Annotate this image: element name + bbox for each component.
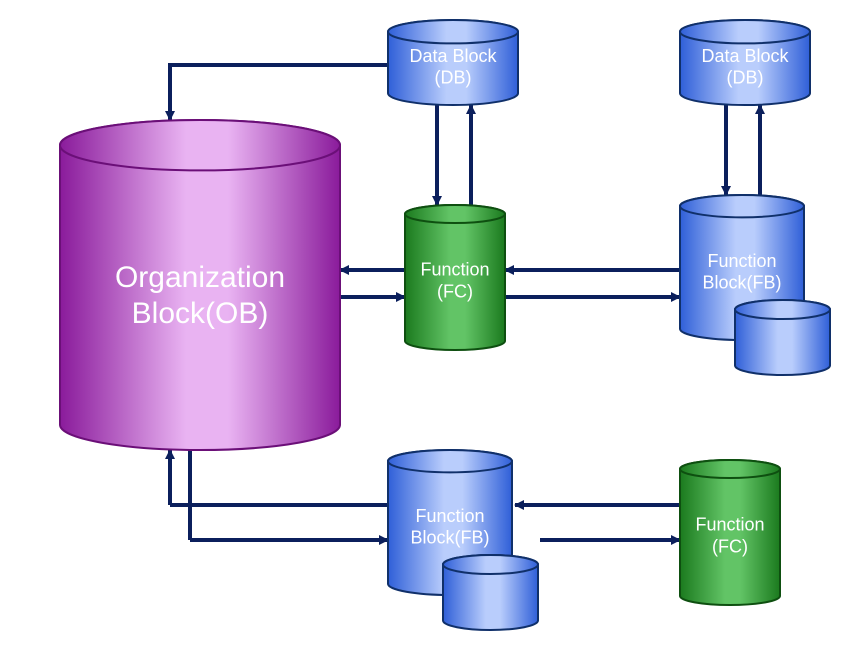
node-label: Function bbox=[707, 251, 776, 271]
node-db2: Data Block(DB) bbox=[680, 20, 810, 105]
node-fb2: FunctionBlock(FB) bbox=[388, 450, 538, 630]
node-label: (DB) bbox=[727, 68, 764, 88]
node-label: Data Block bbox=[701, 46, 789, 66]
node-label: (FC) bbox=[437, 281, 473, 301]
node-fc2: Function(FC) bbox=[680, 460, 780, 605]
node-ob: OrganizationBlock(OB) bbox=[60, 120, 340, 450]
node-label: Function bbox=[695, 515, 764, 535]
node-label: Organization bbox=[115, 261, 285, 294]
node-fb1: FunctionBlock(FB) bbox=[680, 195, 830, 375]
node-label: Function bbox=[415, 506, 484, 526]
node-label: Function bbox=[420, 260, 489, 280]
node-label: (DB) bbox=[435, 68, 472, 88]
node-label: Data Block bbox=[409, 46, 497, 66]
edge-1 bbox=[170, 65, 388, 75]
diagram-canvas: OrganizationBlock(OB)Data Block(DB)Data … bbox=[0, 0, 866, 652]
node-label: Block(FB) bbox=[702, 272, 781, 292]
node-fc1: Function(FC) bbox=[405, 205, 505, 350]
node-db1: Data Block(DB) bbox=[388, 20, 518, 105]
node-label: Block(FB) bbox=[410, 527, 489, 547]
node-label: Block(OB) bbox=[132, 297, 269, 330]
node-label: (FC) bbox=[712, 536, 748, 556]
